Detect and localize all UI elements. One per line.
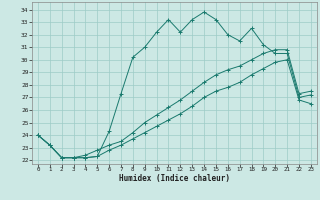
- X-axis label: Humidex (Indice chaleur): Humidex (Indice chaleur): [119, 174, 230, 183]
